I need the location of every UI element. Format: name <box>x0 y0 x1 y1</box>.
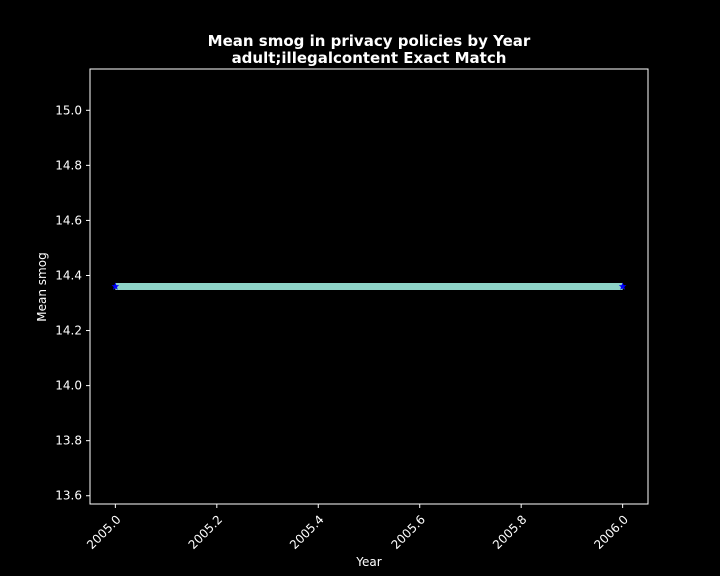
y-axis: 13.6 13.8 14.0 14.2 14.4 14.6 14.8 15.0 <box>55 103 90 503</box>
y-tick-label: 14.0 <box>55 379 82 393</box>
y-axis-label: Mean smog <box>35 252 49 321</box>
data-point-marker <box>111 282 120 290</box>
y-tick-label: 13.8 <box>55 434 82 448</box>
y-tick-label: 14.2 <box>55 324 82 338</box>
plot-area <box>111 282 627 290</box>
plot-frame <box>89 68 649 505</box>
y-tick-label: 15.0 <box>55 103 82 117</box>
chart-title: Mean smog in privacy policies by Year <box>208 32 531 50</box>
chart-subtitle: adult;illegalcontent Exact Match <box>232 49 507 67</box>
y-tick-label: 13.6 <box>55 489 82 503</box>
y-tick-label: 14.8 <box>55 158 82 172</box>
y-tick-label: 14.4 <box>55 268 82 282</box>
x-axis-label: Year <box>355 555 381 569</box>
data-point-marker <box>618 282 627 290</box>
y-tick-label: 14.6 <box>55 213 82 227</box>
